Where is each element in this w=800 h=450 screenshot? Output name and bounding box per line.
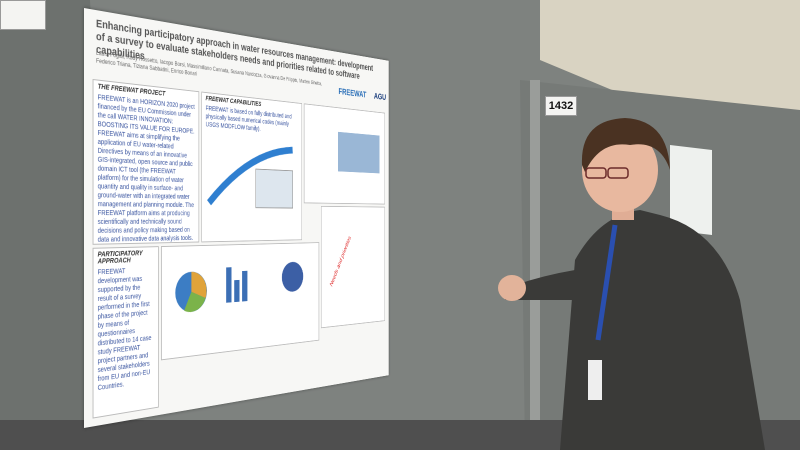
board-number: 1432 <box>545 96 577 116</box>
bar <box>242 270 248 302</box>
section-text: FREEWAT development was supported by the… <box>97 268 152 393</box>
far-poster <box>670 145 712 235</box>
map <box>337 131 380 174</box>
left-sign <box>0 0 46 30</box>
person-hand <box>498 275 526 301</box>
left-board <box>0 0 110 450</box>
results-box <box>320 205 385 329</box>
map-box <box>303 103 385 205</box>
poster: Enhancing participatory approach in wate… <box>84 8 389 428</box>
bar <box>234 279 240 303</box>
section: FREEWAT CAPABILITIES FREEWAT is based on… <box>201 91 303 243</box>
glasses <box>607 167 629 179</box>
section: PARTICIPATORY APPROACH FREEWAT developme… <box>92 246 159 419</box>
badge <box>588 360 602 400</box>
charts-box <box>161 242 320 361</box>
charts <box>175 261 304 314</box>
bar <box>226 267 232 303</box>
pie <box>175 271 207 314</box>
map-image <box>337 131 380 174</box>
section-text: FREEWAT is an HORIZON 2020 project finan… <box>97 94 195 244</box>
diagram <box>202 130 299 212</box>
screenshot <box>256 169 293 208</box>
pie <box>281 261 304 293</box>
person-coat <box>560 210 765 450</box>
section-heading: PARTICIPATORY APPROACH <box>97 250 143 266</box>
glasses <box>585 167 607 179</box>
person-hair <box>581 118 670 172</box>
section: THE FREEWAT PROJECT FREEWAT is an HORIZO… <box>92 78 200 245</box>
board-post <box>530 80 540 450</box>
logo: AGU <box>373 91 387 103</box>
lanyard <box>595 224 618 341</box>
